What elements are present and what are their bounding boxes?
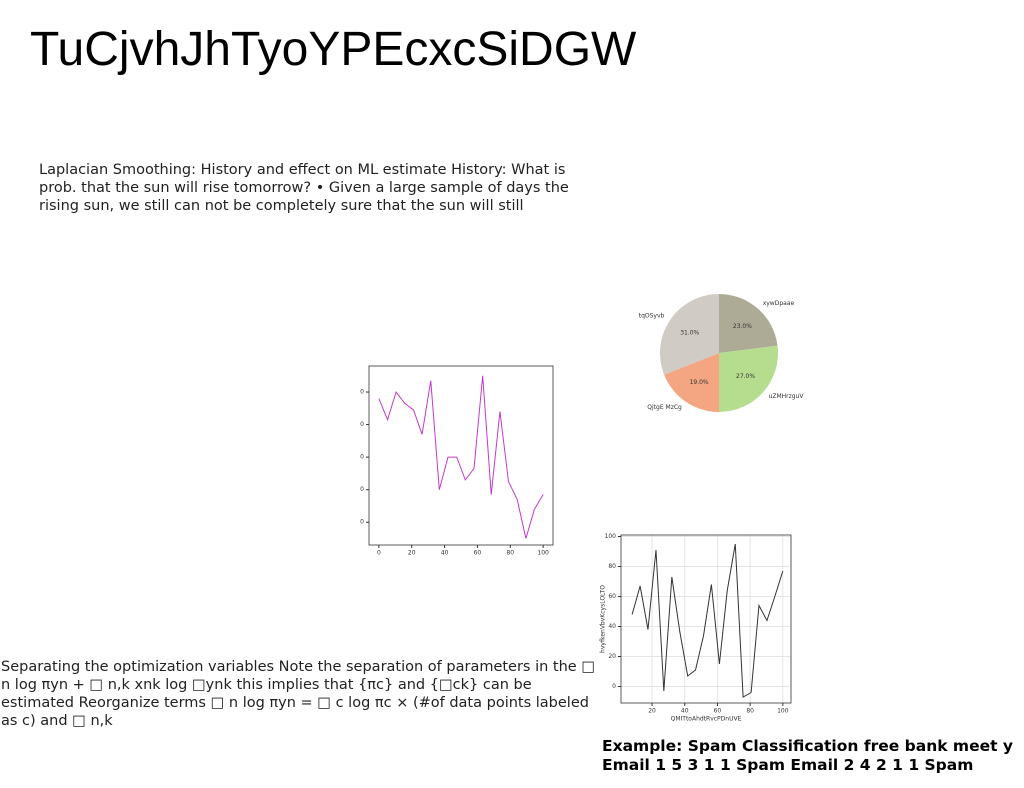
x-axis-label: QMITtoAhdtRvcPDnUVE [671,716,742,723]
y-tick-label: 100 [605,533,617,540]
category-label: uZMHrzguV [769,393,805,400]
line-chart: 20 40 60 80 100 0 20 40 60 80 100 QMITtoAhdtRvcPDnU… [600,533,792,723]
slide-title: TuCjvhJhTyoYPEcxcSiDGW [30,23,637,76]
paragraph: Separating the optimization variables No… [1,659,596,729]
paragraph: Laplacian Smoothing: History and effect … [39,162,569,214]
category-label: QjtgE MzCg [647,404,682,411]
y-tick-label: 20 [608,653,616,660]
pie-slice [660,294,719,375]
pie-chart: 23.0% xywDpaae 27.0% uZMHrzguV 19.0% QjtgE Mz… [639,294,805,412]
y-tick-label: 60 [360,421,364,428]
category-label: tqOSyvb [639,312,665,319]
y-tick-label: 40 [360,454,364,461]
x-tick-label: 60 [714,708,722,715]
pie-slice [719,345,778,412]
data-line [631,543,784,698]
category-label: xywDpaae [763,300,795,307]
slice-label: 19.0% [690,379,709,386]
x-tick-label: 0 [377,550,381,557]
x-tick-label: 20 [408,550,416,557]
y-tick-label: 80 [608,563,616,570]
slice-label: 31.0% [680,330,699,337]
y-tick-label: 0 [360,519,364,526]
x-tick-label: 40 [681,708,689,715]
slice-label: 27.0% [736,373,755,380]
pie-slice [664,353,719,412]
x-tick-label: 80 [746,708,754,715]
y-axis-label: hvyfkenVbvKcysLOLTO [600,585,607,653]
y-tick-label: 40 [608,623,616,630]
y-tick-label: 80 [360,389,364,396]
x-tick-label: 20 [648,708,656,715]
y-tick-label: 20 [360,486,364,493]
line-chart: 0 20 40 60 80 100 0 20 40 60 80 [360,365,554,557]
data-line [378,375,544,539]
paragraph: Example: Spam Classification free bank m… [602,737,1014,774]
pie-slice [719,294,778,353]
x-tick-label: 60 [474,550,482,557]
y-tick-label: 60 [608,593,616,600]
x-tick-label: 100 [537,550,549,557]
x-tick-label: 80 [506,550,514,557]
slice-label: 23.0% [733,323,752,330]
plot-frame [620,534,792,704]
plot-frame [368,365,554,546]
x-tick-label: 40 [441,550,449,557]
x-tick-label: 100 [777,708,789,715]
y-tick-label: 0 [612,683,616,690]
